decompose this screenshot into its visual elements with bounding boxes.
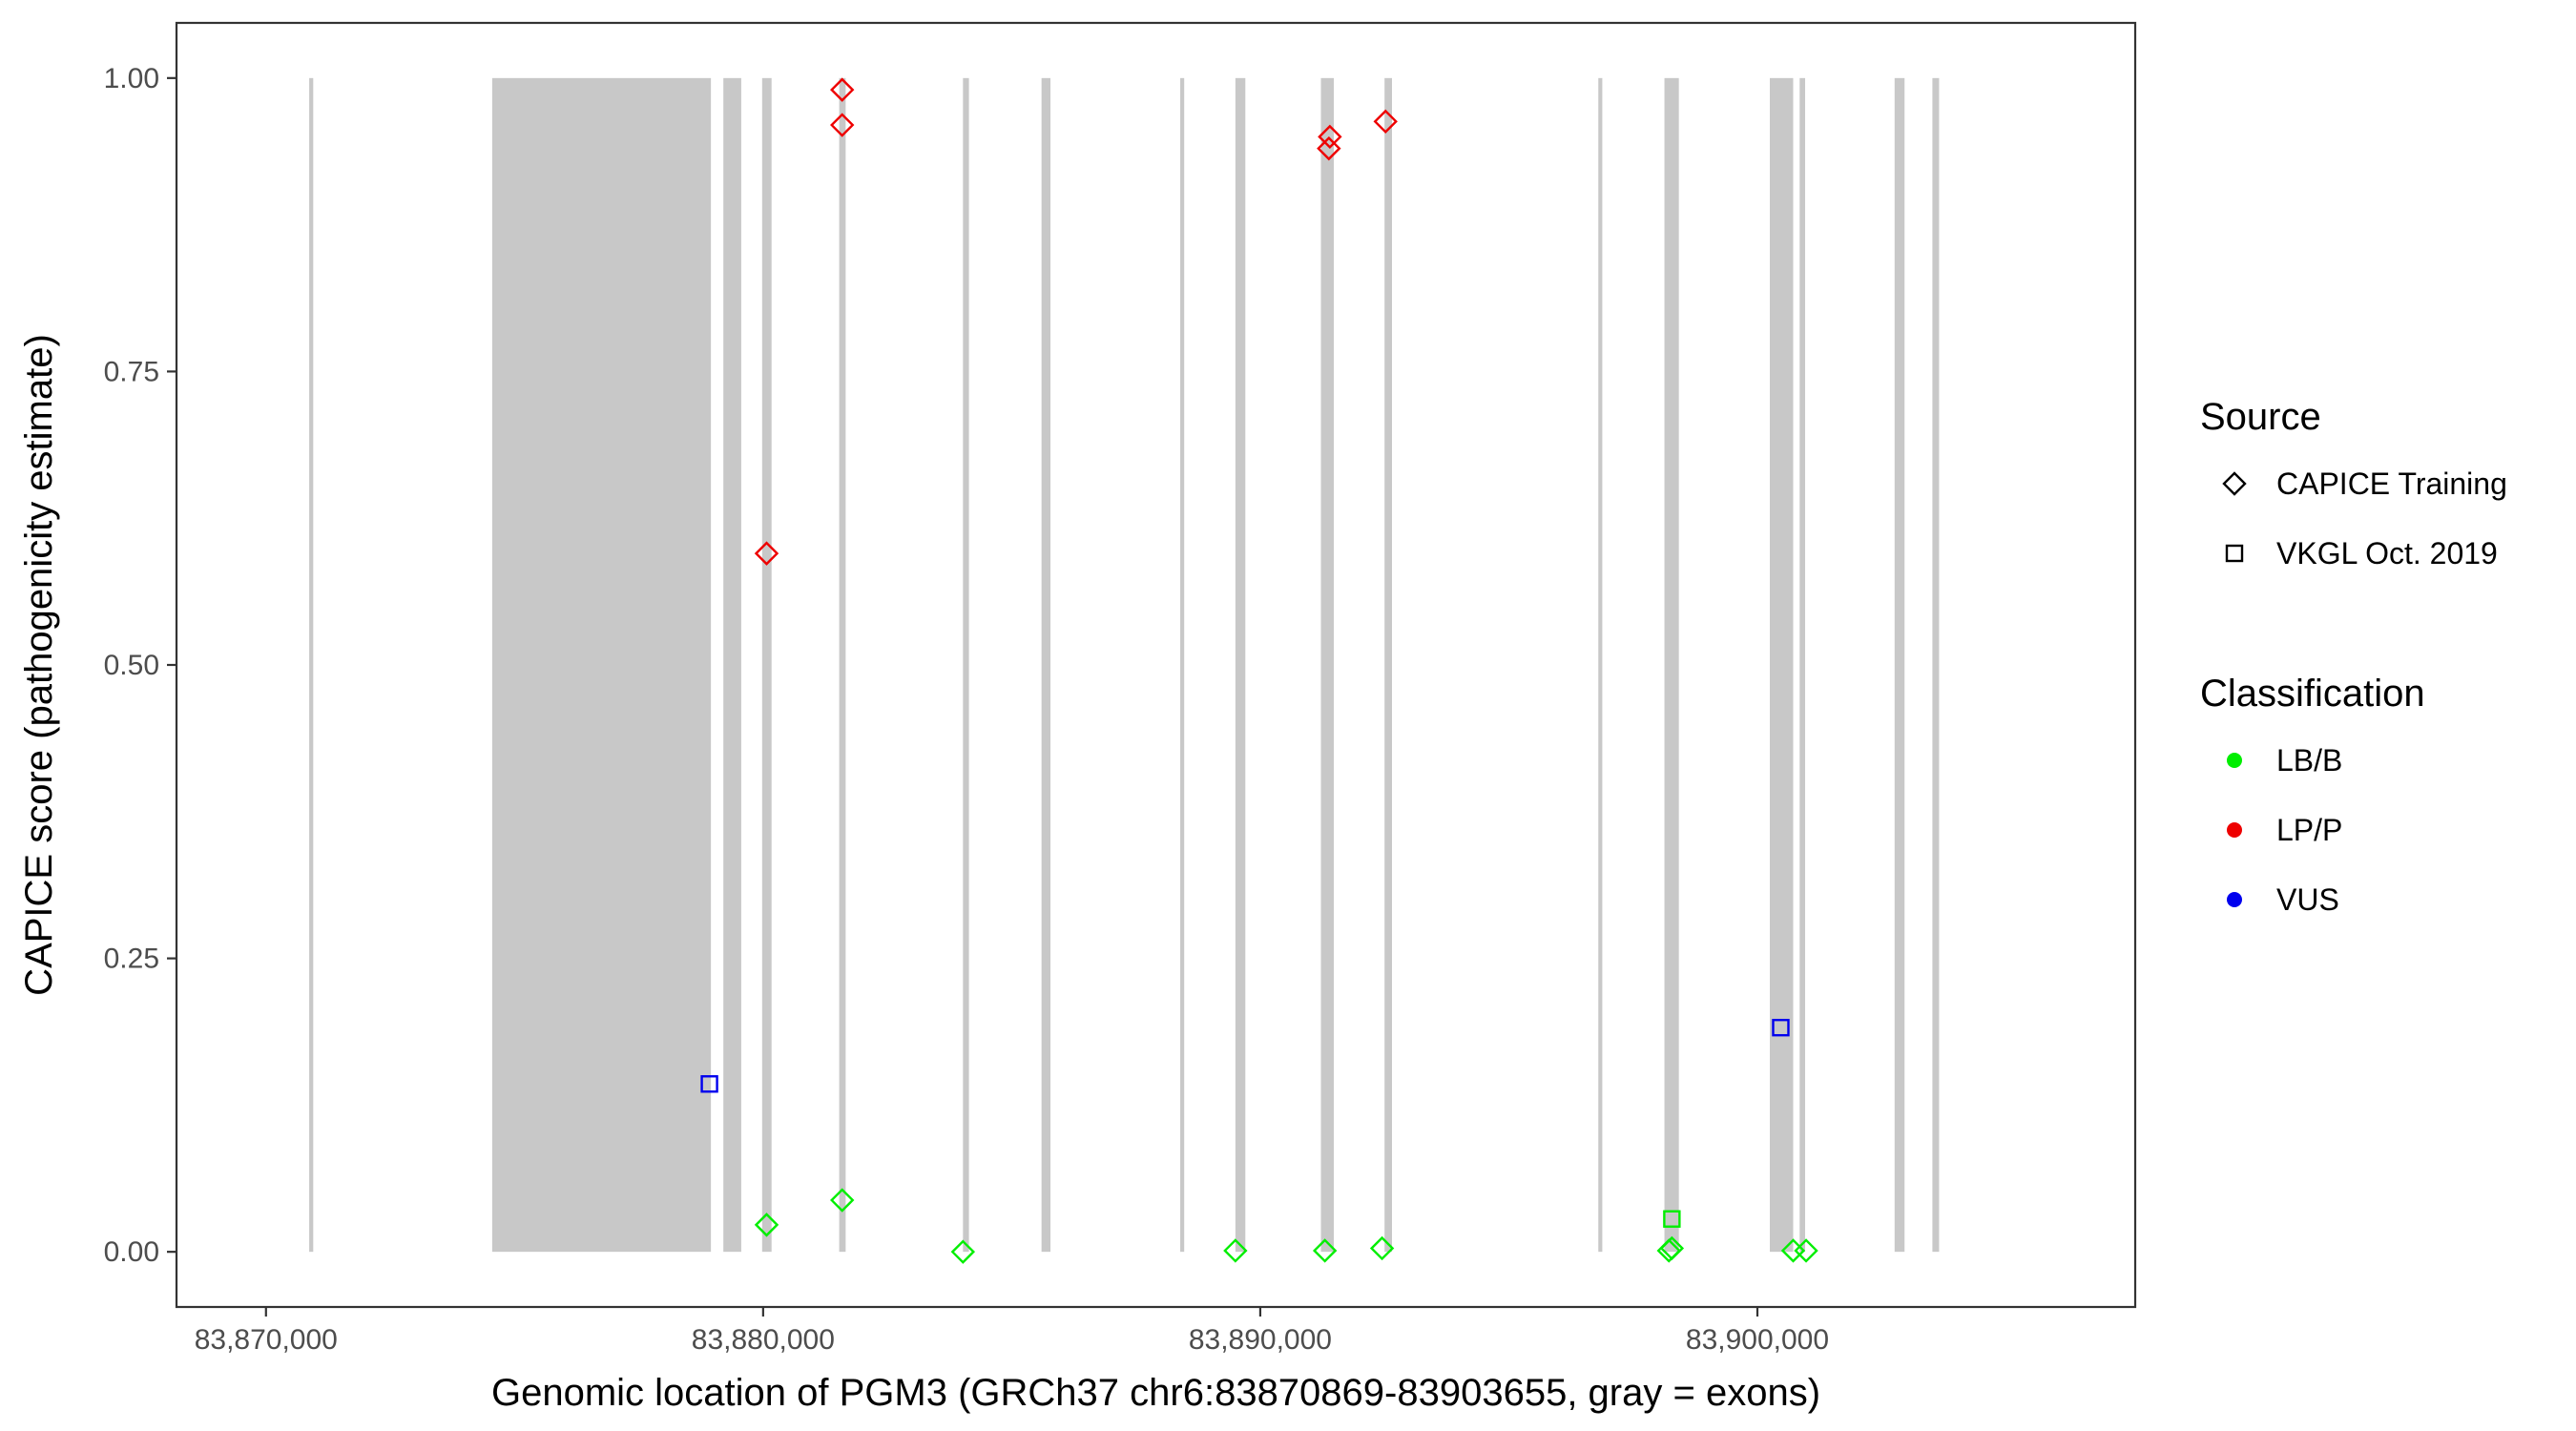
legend-classification-label: VUS: [2276, 882, 2339, 917]
y-tick-label: 0.75: [104, 356, 159, 387]
legend-classification-key: [2227, 753, 2242, 768]
data-point: [830, 77, 855, 102]
data-point: [754, 541, 779, 566]
y-axis: 0.00 0.25 0.50 0.75 1.00: [104, 63, 177, 1268]
data-point: [700, 1075, 718, 1093]
legend-classification-label: LP/P: [2276, 813, 2342, 847]
data-point: [830, 113, 855, 137]
y-tick-label: 0.50: [104, 650, 159, 681]
legend-source-key: [2225, 544, 2244, 563]
exon-band: [309, 77, 314, 1253]
exon-band: [1320, 77, 1335, 1253]
exon-band: [839, 77, 846, 1253]
x-tick-label: 83,880,000: [692, 1324, 835, 1356]
legend-classification-items: LB/B LP/P VUS: [2227, 743, 2342, 917]
legend-source-items: CAPICE Training VKGL Oct. 2019: [2222, 467, 2507, 570]
exon-band: [963, 77, 969, 1253]
exon-band: [1235, 77, 1246, 1253]
data-point: [1373, 109, 1398, 135]
exon-band: [491, 77, 712, 1253]
data-point: [1223, 1238, 1248, 1263]
data-point: [1794, 1238, 1818, 1263]
legend-classification-key: [2227, 892, 2242, 907]
data-point: [1772, 1018, 1790, 1037]
data-point: [830, 1188, 855, 1213]
x-axis: 83,870,000 83,880,000 83,890,000 83,900,000: [195, 1307, 1829, 1356]
data-point: [1369, 1235, 1395, 1261]
exon-band: [1932, 77, 1940, 1253]
exon-band: [1664, 77, 1679, 1253]
data-point: [1659, 1235, 1685, 1261]
legend-source-title: Source: [2200, 396, 2321, 438]
data-point: [1663, 1210, 1681, 1228]
data-point: [1318, 124, 1342, 150]
legend-source-label: CAPICE Training: [2276, 467, 2507, 501]
x-tick-label: 83,890,000: [1189, 1324, 1332, 1356]
data-points: [700, 77, 1818, 1264]
data-point: [950, 1239, 976, 1264]
legend-classification-key: [2227, 822, 2242, 838]
exon-band: [761, 77, 772, 1253]
exon-band: [723, 77, 741, 1253]
exon-bands: [309, 77, 1940, 1253]
data-point: [754, 1213, 779, 1237]
x-axis-title: Genomic location of PGM3 (GRCh37 chr6:83…: [491, 1372, 1820, 1414]
y-tick-label: 0.00: [104, 1236, 159, 1268]
x-tick-label: 83,900,000: [1686, 1324, 1829, 1356]
x-tick-label: 83,870,000: [195, 1324, 338, 1356]
exon-band: [1598, 77, 1603, 1253]
exon-band: [1770, 77, 1794, 1253]
y-tick-label: 0.25: [104, 944, 159, 975]
exon-band: [1180, 77, 1185, 1253]
data-point: [1312, 1238, 1338, 1263]
data-point: [1317, 135, 1341, 161]
y-tick-label: 1.00: [104, 63, 159, 94]
legend-classification-title: Classification: [2200, 673, 2425, 715]
exon-band: [1799, 77, 1806, 1253]
legend: Source Classification CAPICE Training VKG…: [2200, 396, 2507, 917]
legend-source-key: [2222, 471, 2247, 496]
exon-band: [1894, 77, 1905, 1253]
y-axis-title: CAPICE score (pathogenicity estimate): [18, 334, 60, 996]
legend-classification-label: LB/B: [2276, 743, 2342, 778]
legend-source-label: VKGL Oct. 2019: [2276, 536, 2498, 570]
exon-band: [1041, 77, 1051, 1253]
exon-band: [1384, 77, 1393, 1253]
